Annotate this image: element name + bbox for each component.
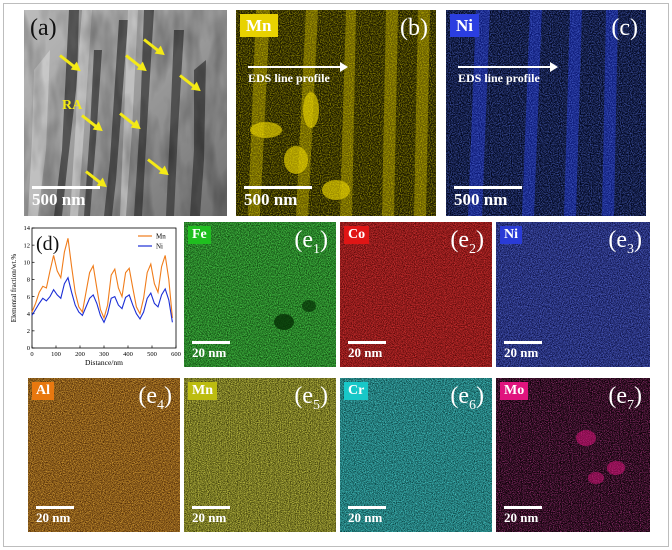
panel-e4-al-map: Al (e4) 20 nm: [28, 378, 180, 532]
y-tick-label: 0: [27, 345, 30, 352]
element-tag-ni: Ni: [450, 14, 479, 37]
x-tick-label: 400: [123, 351, 133, 358]
ra-annotation: RA: [62, 98, 83, 113]
y-tick-label: 8: [27, 277, 30, 284]
y-tick-label: 12: [24, 242, 31, 249]
panel-e1-fe-map: Fe (e1) 20 nm: [184, 222, 336, 367]
panel-label-d: (d): [36, 233, 59, 255]
legend-label-ni: Ni: [156, 243, 163, 251]
element-tag-mn-hr: Mn: [188, 382, 217, 400]
panel-label-c: (c): [611, 15, 638, 41]
panel-a-tem-image: RA (a) 500 nm: [24, 10, 227, 216]
y-tick-label: 14: [24, 225, 31, 232]
scale-bar: 20 nm: [504, 506, 542, 526]
panel-c-ni-map: Ni (c) EDS line profile 500 nm: [446, 10, 646, 216]
x-tick-label: 200: [75, 351, 85, 358]
eds-line-profile: EDS line profile: [458, 62, 558, 86]
panel-label-e5: (e5): [294, 383, 328, 413]
panel-b-mn-map: Mn (b) EDS line profile 500 nm: [236, 10, 436, 216]
panel-label-e3: (e3): [608, 227, 642, 257]
ni-eds-map: [446, 10, 646, 216]
panel-label-e1: (e1): [294, 227, 328, 257]
profile-arrow-icon: [248, 62, 348, 72]
series-line-ni: [31, 276, 173, 324]
panel-e7-mo-map: Mo (e7) 20 nm: [496, 378, 650, 532]
y-tick-label: 4: [27, 311, 31, 318]
x-tick-label: 0: [30, 351, 33, 358]
series-line-mn: [31, 238, 173, 320]
y-tick-label: 10: [24, 259, 31, 266]
x-tick-label: 100: [51, 351, 61, 358]
scale-bar: 20 nm: [348, 341, 386, 361]
scale-bar: 20 nm: [192, 341, 230, 361]
scale-bar: 500 nm: [32, 186, 100, 210]
x-tick-label: 600: [171, 351, 181, 358]
line-chart: 0 100 200 300 400 500 600 0 2 4 6 8 10 12 14 Distance/n…: [10, 225, 181, 367]
panel-e6-cr-map: Cr (e6) 20 nm: [340, 378, 492, 532]
element-tag-co: Co: [344, 226, 370, 244]
x-tick-label: 500: [147, 351, 157, 358]
element-tag-mo: Mo: [500, 382, 529, 400]
scale-bar: 20 nm: [36, 506, 74, 526]
panel-label-e7: (e7): [608, 383, 642, 413]
element-tag-fe: Fe: [188, 226, 211, 244]
scale-bar: 20 nm: [348, 506, 386, 526]
panel-label-e4: (e4): [138, 383, 172, 413]
panel-e2-co-map: Co (e2) 20 nm: [340, 222, 492, 367]
panel-e3-ni-map: Ni (e3) 20 nm: [496, 222, 650, 367]
panel-d-line-profile-chart: 0 100 200 300 400 500 600 0 2 4 6 8 10 12 14 Distance/n…: [10, 220, 182, 370]
panel-e5-mn-map: Mn (e5) 20 nm: [184, 378, 336, 532]
y-tick-label: 2: [27, 328, 30, 335]
element-tag-al: Al: [32, 382, 54, 400]
mn-eds-map: [236, 10, 436, 216]
scale-bar: 500 nm: [454, 186, 522, 210]
panel-label-e6: (e6): [450, 383, 484, 413]
panel-label-b: (b): [400, 15, 428, 41]
element-tag-mn: Mn: [240, 14, 278, 37]
scale-bar: 20 nm: [504, 341, 542, 361]
scale-bar: 20 nm: [192, 506, 230, 526]
eds-line-profile: EDS line profile: [248, 62, 348, 86]
element-tag-cr: Cr: [344, 382, 369, 400]
panel-label-a: (a): [30, 15, 57, 41]
element-tag-ni-hr: Ni: [500, 226, 522, 244]
profile-arrow-icon: [458, 62, 558, 72]
panel-label-e2: (e2): [450, 227, 484, 257]
y-tick-label: 6: [27, 294, 31, 301]
scale-bar: 500 nm: [244, 186, 312, 210]
x-tick-label: 300: [99, 351, 109, 358]
x-axis-label: Distance/nm: [85, 358, 123, 367]
legend-label-mn: Mn: [156, 233, 166, 241]
y-axis-label: Elemental fraction/wt.%: [10, 254, 18, 323]
